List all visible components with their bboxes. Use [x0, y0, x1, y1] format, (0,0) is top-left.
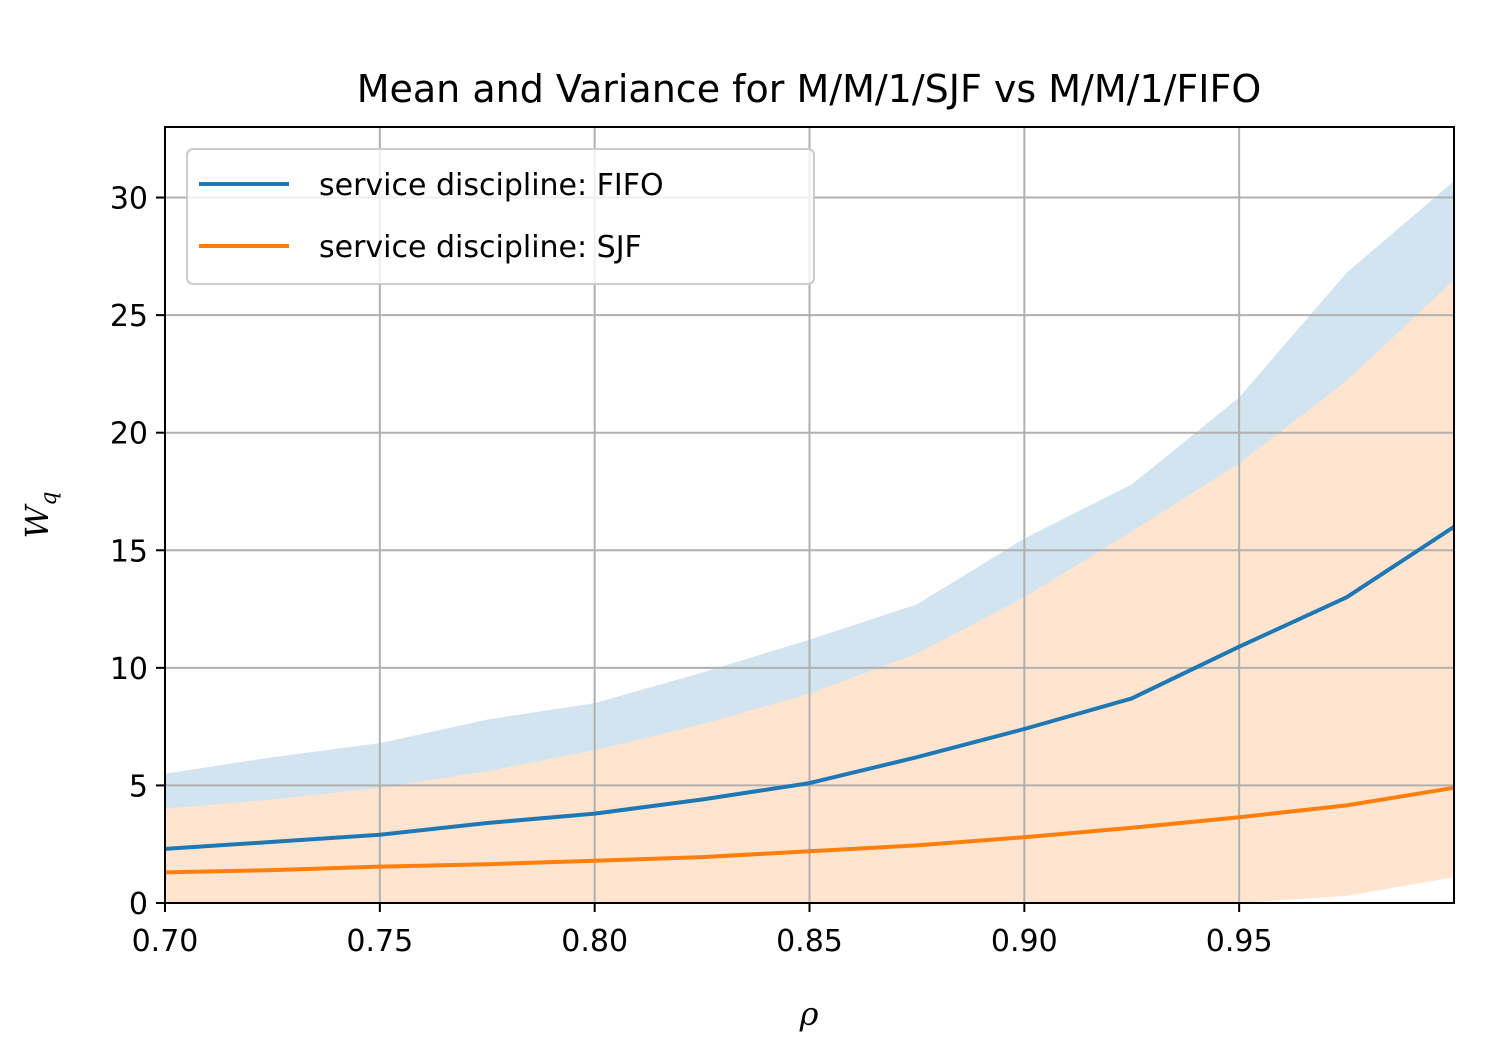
x-tick-label: 0.90 — [991, 924, 1058, 959]
y-tick-label: 0 — [129, 887, 148, 922]
legend: service discipline: FIFO service discipl… — [186, 148, 815, 285]
y-tick-label: 15 — [110, 534, 148, 569]
y-axis-label-main: W — [18, 502, 56, 538]
y-tick-label: 25 — [110, 299, 148, 334]
y-axis-label-subscript: q — [37, 492, 62, 506]
x-tick-label: 0.95 — [1206, 924, 1273, 959]
variance-band-sjf — [165, 279, 1454, 903]
y-tick-label: 30 — [110, 182, 148, 217]
x-axis-ticks: 0.70 0.75 0.80 0.85 0.90 0.95 — [132, 903, 1273, 959]
x-tick-label: 0.80 — [561, 924, 628, 959]
series-line-sjf — [164, 785, 1455, 875]
series-lines — [164, 525, 1456, 875]
y-axis-ticks: 0 5 10 15 20 25 30 — [110, 182, 165, 922]
x-tick-label: 0.70 — [132, 924, 199, 959]
legend-box — [186, 148, 815, 285]
y-tick-label: 10 — [110, 652, 148, 687]
y-tick-label: 5 — [129, 769, 148, 804]
chart-title: Mean and Variance for M/M/1/SJF vs M/M/1… — [357, 67, 1262, 111]
x-tick-label: 0.75 — [346, 924, 413, 959]
legend-label-sjf: service discipline: SJF — [319, 230, 642, 265]
x-tick-label: 0.85 — [776, 924, 843, 959]
series-line-fifo — [164, 525, 1456, 851]
y-tick-label: 20 — [110, 417, 148, 452]
x-axis-label: ρ — [799, 995, 819, 1033]
y-axis-label: Wq — [18, 492, 62, 539]
legend-label-fifo: service discipline: FIFO — [319, 168, 664, 203]
